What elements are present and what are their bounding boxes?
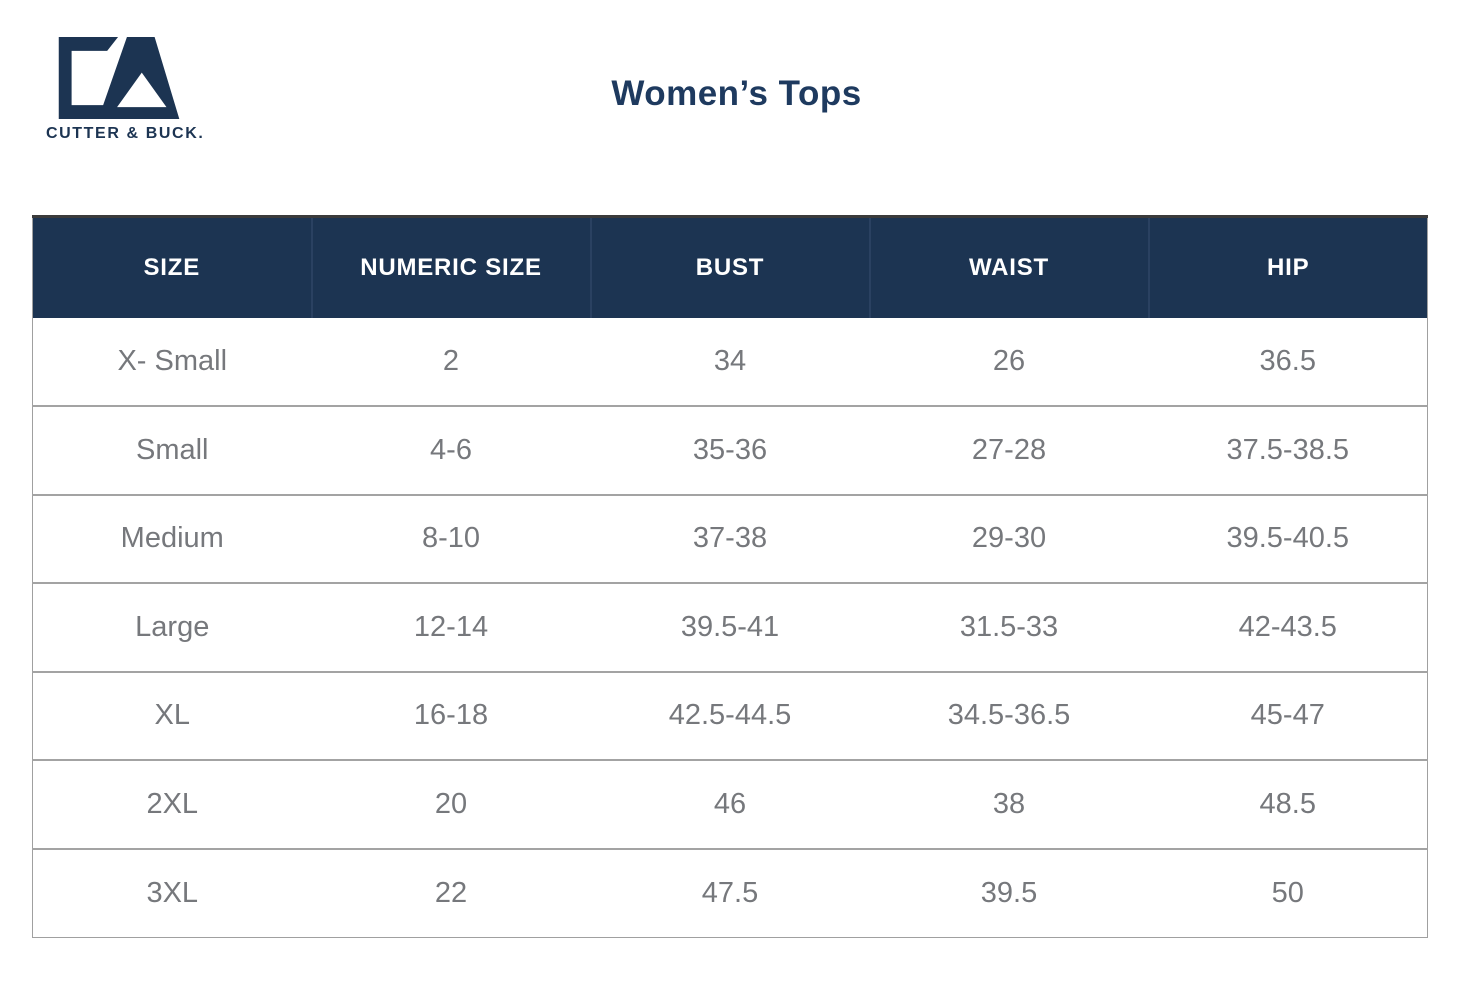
table-row-3xl: 3XL 22 47.5 39.5 50 — [32, 847, 1428, 937]
column-header-size: SIZE — [32, 215, 312, 318]
page-header: CUTTER & BUCK. Women’s Tops — [0, 0, 1473, 215]
cell-large-size: Large — [32, 582, 312, 672]
cell-medium-waist: 29-30 — [869, 493, 1149, 583]
size-chart-table: SIZE NUMERIC SIZE BUST WAIST HIP X- Small 2 34… — [32, 215, 1428, 938]
cell-xl-bust: 42.5-44.5 — [590, 670, 870, 760]
table-row-xl: XL 16-18 42.5-44.5 34.5-36.5 45-47 — [32, 670, 1428, 760]
cell-xl-hip: 45-47 — [1148, 670, 1428, 760]
cell-small-waist: 27-28 — [869, 405, 1149, 495]
cell-medium-bust: 37-38 — [590, 493, 870, 583]
cell-large-bust: 39.5-41 — [590, 582, 870, 672]
size-chart-table-body: X- Small 2 34 26 36.5 Small 4-6 35-36 27-28 37.5-… — [32, 317, 1428, 937]
cell-large-waist: 31.5-33 — [869, 582, 1149, 672]
cell-large-numeric-size: 12-14 — [311, 582, 591, 672]
brand-logo: CUTTER & BUCK. — [46, 36, 205, 143]
cell-small-bust: 35-36 — [590, 405, 870, 495]
cell-small-numeric-size: 4-6 — [311, 405, 591, 495]
cell-medium-size: Medium — [32, 493, 312, 583]
cell-2xl-size: 2XL — [32, 759, 312, 849]
brand-name: CUTTER & BUCK. — [46, 125, 205, 142]
cell-xl-size: XL — [32, 670, 312, 760]
column-header-bust: BUST — [589, 215, 870, 318]
column-header-waist: WAIST — [868, 215, 1149, 318]
cell-2xl-bust: 46 — [590, 759, 870, 849]
cell-2xl-numeric-size: 20 — [311, 759, 591, 849]
cell-x-small-numeric-size: 2 — [311, 317, 591, 406]
cell-x-small-size: X- Small — [32, 317, 312, 406]
cutter-buck-cb-monogram-icon — [58, 36, 180, 120]
cell-large-hip: 42-43.5 — [1148, 582, 1428, 672]
cell-x-small-hip: 36.5 — [1148, 317, 1428, 406]
column-header-numeric-size: NUMERIC SIZE — [310, 215, 591, 318]
cell-xl-waist: 34.5-36.5 — [869, 670, 1149, 760]
cell-small-size: Small — [32, 405, 312, 495]
cell-medium-hip: 39.5-40.5 — [1148, 493, 1428, 583]
cell-3xl-numeric-size: 22 — [311, 847, 591, 937]
header-row: SIZE NUMERIC SIZE BUST WAIST HIP — [32, 215, 1428, 318]
cell-3xl-hip: 50 — [1148, 847, 1428, 937]
cell-medium-numeric-size: 8-10 — [311, 493, 591, 583]
cell-x-small-waist: 26 — [869, 317, 1149, 406]
size-chart-table-head: SIZE NUMERIC SIZE BUST WAIST HIP — [32, 215, 1428, 318]
cell-2xl-hip: 48.5 — [1148, 759, 1428, 849]
cell-small-hip: 37.5-38.5 — [1148, 405, 1428, 495]
table-row-medium: Medium 8-10 37-38 29-30 39.5-40.5 — [32, 493, 1428, 583]
cell-3xl-waist: 39.5 — [869, 847, 1149, 937]
page-title: Women’s Tops — [611, 74, 862, 113]
table-row-large: Large 12-14 39.5-41 31.5-33 42-43.5 — [32, 582, 1428, 672]
table-row-2xl: 2XL 20 46 38 48.5 — [32, 759, 1428, 849]
cell-3xl-bust: 47.5 — [590, 847, 870, 937]
cell-2xl-waist: 38 — [869, 759, 1149, 849]
column-header-hip: HIP — [1147, 215, 1428, 318]
table-row-small: Small 4-6 35-36 27-28 37.5-38.5 — [32, 405, 1428, 495]
cell-xl-numeric-size: 16-18 — [311, 670, 591, 760]
cell-x-small-bust: 34 — [590, 317, 870, 406]
table-row-x-small: X- Small 2 34 26 36.5 — [32, 317, 1428, 406]
cell-3xl-size: 3XL — [32, 847, 312, 937]
